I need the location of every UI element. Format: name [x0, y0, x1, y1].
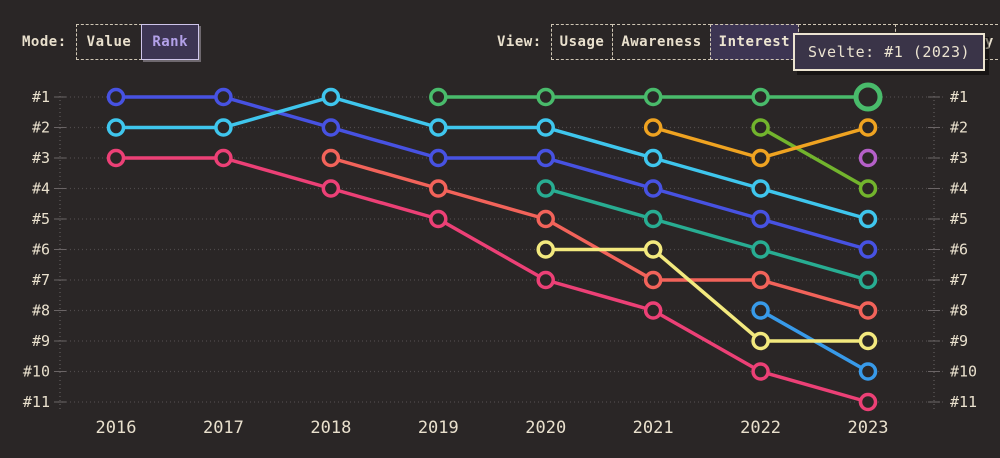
data-point[interactable]: [751, 148, 770, 168]
data-point[interactable]: [536, 240, 555, 259]
data-point[interactable]: [536, 148, 555, 168]
data-point[interactable]: [643, 209, 663, 229]
right-rank-label: #1: [950, 88, 968, 106]
royal-blue-line: [114, 95, 870, 252]
data-point[interactable]: [858, 270, 878, 290]
data-point[interactable]: [858, 362, 878, 381]
left-rank-label: #1: [32, 88, 50, 106]
data-point[interactable]: [536, 209, 555, 229]
data-point[interactable]: [536, 87, 555, 107]
data-point[interactable]: [751, 240, 770, 259]
year-label: 2017: [203, 418, 244, 438]
yellow-line: [543, 247, 870, 343]
data-point[interactable]: [643, 179, 663, 198]
olive-green-line: [758, 125, 870, 191]
year-label: 2021: [633, 418, 674, 438]
data-point[interactable]: [536, 270, 555, 290]
left-rank-label: #4: [32, 180, 50, 198]
data-point[interactable]: [751, 270, 770, 290]
right-rank-label: #3: [950, 149, 968, 167]
data-point[interactable]: [643, 118, 663, 137]
data-point[interactable]: [858, 392, 878, 412]
left-rank-label: #3: [32, 149, 50, 167]
data-point[interactable]: [429, 148, 448, 168]
data-point[interactable]: [321, 148, 341, 168]
data-point[interactable]: [751, 209, 770, 229]
mode-button-rank[interactable]: Rank: [141, 24, 200, 60]
left-rank-label: #8: [32, 302, 50, 320]
data-point[interactable]: [858, 148, 878, 168]
left-rank-label: #11: [23, 393, 50, 411]
data-point[interactable]: [106, 118, 126, 137]
left-rank-label: #7: [32, 271, 50, 289]
data-point[interactable]: [751, 301, 770, 320]
year-label: 2022: [740, 418, 781, 438]
data-point[interactable]: [214, 148, 233, 168]
data-point[interactable]: [643, 87, 663, 107]
data-point[interactable]: [858, 240, 878, 259]
mode-control-group: Mode: Value Rank: [22, 24, 200, 60]
view-label: View:: [497, 34, 542, 50]
data-point[interactable]: [858, 118, 878, 137]
data-point[interactable]: [214, 87, 233, 107]
left-rank-label: #5: [32, 210, 50, 228]
data-point[interactable]: [214, 118, 233, 137]
data-point[interactable]: [751, 179, 770, 198]
right-rank-label: #4: [950, 180, 968, 198]
data-point[interactable]: [106, 87, 126, 107]
year-label: 2023: [848, 418, 889, 438]
data-point[interactable]: [429, 209, 448, 229]
data-point[interactable]: [643, 270, 663, 290]
data-point[interactable]: [751, 331, 770, 351]
left-rank-label: #9: [32, 332, 50, 350]
data-point[interactable]: [643, 148, 663, 168]
left-rank-label: #2: [32, 119, 50, 137]
year-label: 2016: [96, 418, 137, 438]
right-rank-label: #5: [950, 210, 968, 228]
year-label: 2020: [525, 418, 566, 438]
highlighted-data-point[interactable]: [853, 82, 883, 112]
cyan-line: [114, 95, 870, 221]
data-point[interactable]: [858, 209, 878, 229]
right-rank-label: #7: [950, 271, 968, 289]
data-point[interactable]: [429, 118, 448, 137]
data-point[interactable]: [643, 240, 663, 259]
left-rank-label: #6: [32, 241, 50, 259]
data-point[interactable]: [429, 179, 448, 198]
data-point[interactable]: [751, 362, 770, 381]
left-rank-label: #10: [23, 363, 50, 381]
teal-line: [543, 186, 870, 282]
data-point[interactable]: [321, 87, 341, 107]
year-label: 2018: [310, 418, 351, 438]
right-rank-label: #8: [950, 302, 968, 320]
year-label: 2019: [418, 418, 459, 438]
data-point[interactable]: [536, 118, 555, 137]
data-point[interactable]: [751, 87, 770, 107]
data-point[interactable]: [751, 118, 770, 137]
pink-line: [114, 156, 870, 404]
right-rank-label: #9: [950, 332, 968, 350]
data-point[interactable]: [429, 87, 448, 107]
right-rank-label: #11: [950, 393, 977, 411]
right-rank-label: #10: [950, 363, 977, 381]
chart-tooltip: Svelte: #1 (2023): [793, 33, 986, 71]
data-point[interactable]: [321, 118, 341, 137]
data-point[interactable]: [858, 301, 878, 320]
coral-line: [329, 156, 870, 313]
right-rank-label: #2: [950, 119, 968, 137]
data-point[interactable]: [643, 301, 663, 320]
data-point[interactable]: [321, 179, 341, 198]
data-point[interactable]: [536, 179, 555, 198]
data-point[interactable]: [106, 148, 126, 168]
data-point[interactable]: [858, 179, 878, 198]
right-rank-label: #6: [950, 241, 968, 259]
data-point[interactable]: [858, 331, 878, 351]
mode-label: Mode:: [22, 34, 67, 50]
